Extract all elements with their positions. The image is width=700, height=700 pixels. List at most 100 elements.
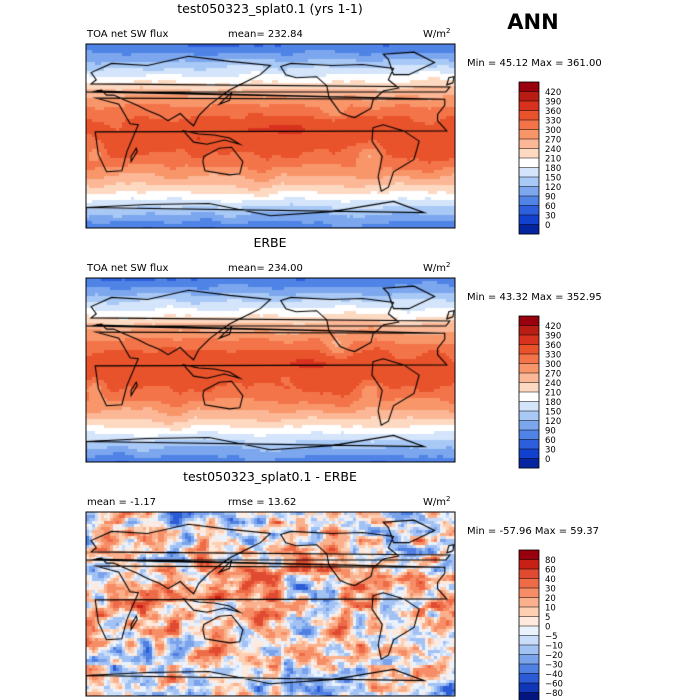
minmax-label: Min = 43.32 Max = 352.95 bbox=[467, 292, 602, 303]
colorbar-swatch bbox=[519, 224, 539, 235]
rmse-label: rmse = 13.62 bbox=[228, 497, 296, 508]
colorbar-swatch bbox=[519, 439, 539, 450]
colorbar-tick-label: 30 bbox=[545, 212, 556, 222]
colorbar-tick-label: 270 bbox=[545, 370, 561, 380]
colorbar-tick-label: 300 bbox=[545, 126, 561, 136]
colorbar-swatch bbox=[519, 344, 539, 355]
colorbar-swatch bbox=[519, 392, 539, 402]
colorbar-tick-label: 0 bbox=[545, 455, 550, 465]
colorbar-tick-label: −5 bbox=[545, 632, 558, 642]
colorbar-swatch bbox=[519, 559, 539, 570]
field-label: TOA net SW flux bbox=[86, 263, 168, 274]
colorbar-tick-label: −20 bbox=[545, 651, 563, 661]
colorbar-swatch bbox=[519, 91, 539, 102]
colorbar-tick-label: −80 bbox=[545, 689, 563, 699]
colorbar-swatch bbox=[519, 430, 539, 440]
colorbar-tick-label: 390 bbox=[545, 98, 561, 108]
colorbar-tick-label: 80 bbox=[545, 556, 556, 566]
colorbar-swatch bbox=[519, 335, 539, 345]
units-label: W/m2 bbox=[423, 261, 450, 274]
colorbar-swatch bbox=[519, 664, 539, 674]
mean-label: mean = -1.17 bbox=[87, 497, 156, 508]
colorbar-swatch bbox=[519, 167, 539, 178]
colorbar-tick-label: 20 bbox=[545, 594, 556, 604]
colorbar-tick-label: 30 bbox=[545, 585, 556, 595]
colorbar-swatch bbox=[519, 607, 539, 617]
panel-title: ERBE bbox=[253, 235, 286, 250]
colorbar-tick-label: 90 bbox=[545, 193, 556, 203]
colorbar-tick-label: 150 bbox=[545, 174, 561, 184]
colorbar-swatch bbox=[519, 692, 539, 700]
colorbar-swatch bbox=[519, 196, 539, 206]
mean-label: mean= 232.84 bbox=[228, 29, 303, 40]
mean-label: mean= 234.00 bbox=[228, 263, 303, 274]
minmax-label: Min = 45.12 Max = 361.00 bbox=[467, 58, 602, 69]
colorbar-swatch bbox=[519, 550, 539, 560]
panel-2: ERBE TOA net SW flux mean= 234.00 W/m2 Min =… bbox=[85, 235, 602, 469]
colorbar-swatch bbox=[519, 635, 539, 646]
colorbar-swatch bbox=[519, 82, 539, 92]
colorbar-swatch bbox=[519, 654, 539, 665]
colorbar-swatch bbox=[519, 373, 539, 383]
colorbar-tick-label: 60 bbox=[545, 436, 556, 446]
colorbar-tick-label: −60 bbox=[545, 680, 563, 690]
map-field bbox=[86, 512, 455, 696]
colorbar-tick-label: 210 bbox=[545, 155, 561, 165]
colorbar-tick-label: 0 bbox=[545, 623, 550, 633]
colorbar-swatch bbox=[519, 139, 539, 149]
colorbar-tick-label: 120 bbox=[545, 183, 561, 193]
colorbar-swatch bbox=[519, 363, 539, 374]
colorbar-tick-label: 60 bbox=[545, 566, 556, 576]
colorbar-swatch bbox=[519, 645, 539, 655]
panel-1: test050323_splat0.1 (yrs 1-1) TOA net SW … bbox=[85, 1, 602, 235]
colorbar-swatch bbox=[519, 569, 539, 579]
colorbar-tick-label: 330 bbox=[545, 117, 561, 127]
colorbar-swatch bbox=[519, 325, 539, 336]
colorbar-swatch bbox=[519, 382, 539, 393]
colorbar-tick-label: 360 bbox=[545, 341, 561, 351]
colorbar-swatch bbox=[519, 177, 539, 187]
map-field bbox=[86, 44, 455, 228]
colorbar-tick-label: 240 bbox=[545, 145, 561, 155]
units-label: W/m2 bbox=[423, 27, 450, 40]
colorbar-swatch bbox=[519, 129, 539, 140]
colorbar-swatch bbox=[519, 420, 539, 431]
colorbar-swatch bbox=[519, 215, 539, 225]
colorbar-tick-label: 150 bbox=[545, 408, 561, 418]
colorbar-swatch bbox=[519, 411, 539, 421]
colorbar-swatch bbox=[519, 158, 539, 168]
colorbar-tick-label: 270 bbox=[545, 136, 561, 146]
colorbar-swatch bbox=[519, 597, 539, 608]
colorbar-swatch bbox=[519, 186, 539, 197]
colorbar-tick-label: 30 bbox=[545, 446, 556, 456]
colorbar-swatch bbox=[519, 683, 539, 693]
colorbar-tick-label: 420 bbox=[545, 322, 561, 332]
colorbar-swatch bbox=[519, 626, 539, 636]
colorbar-tick-label: 180 bbox=[545, 398, 561, 408]
colorbar-swatch bbox=[519, 401, 539, 412]
panel-3: test050323_splat0.1 - ERBE mean = -1.17 rm… bbox=[85, 469, 599, 700]
colorbar-swatch bbox=[519, 120, 539, 130]
colorbar-swatch bbox=[519, 449, 539, 459]
colorbar-tick-label: 40 bbox=[545, 575, 556, 585]
colorbar-tick-label: −40 bbox=[545, 670, 563, 680]
map-frame bbox=[85, 43, 456, 229]
colorbar-tick-label: 330 bbox=[545, 351, 561, 361]
colorbar-swatch bbox=[519, 148, 539, 159]
map-field bbox=[86, 278, 455, 462]
map-frame bbox=[85, 277, 456, 463]
panel-title: test050323_splat0.1 - ERBE bbox=[183, 469, 357, 484]
map-frame bbox=[85, 511, 456, 697]
colorbar-swatch bbox=[519, 458, 539, 469]
colorbar-tick-label: 210 bbox=[545, 389, 561, 399]
colorbar-swatch bbox=[519, 110, 539, 121]
colorbar-tick-label: −10 bbox=[545, 642, 563, 652]
colorbar-tick-label: 420 bbox=[545, 88, 561, 98]
colorbar-tick-label: 360 bbox=[545, 107, 561, 117]
panel-title: test050323_splat0.1 (yrs 1-1) bbox=[177, 1, 363, 16]
colorbar-swatch bbox=[519, 354, 539, 364]
colorbar-swatch bbox=[519, 673, 539, 684]
field-label: TOA net SW flux bbox=[86, 29, 168, 40]
colorbar-tick-label: 180 bbox=[545, 164, 561, 174]
